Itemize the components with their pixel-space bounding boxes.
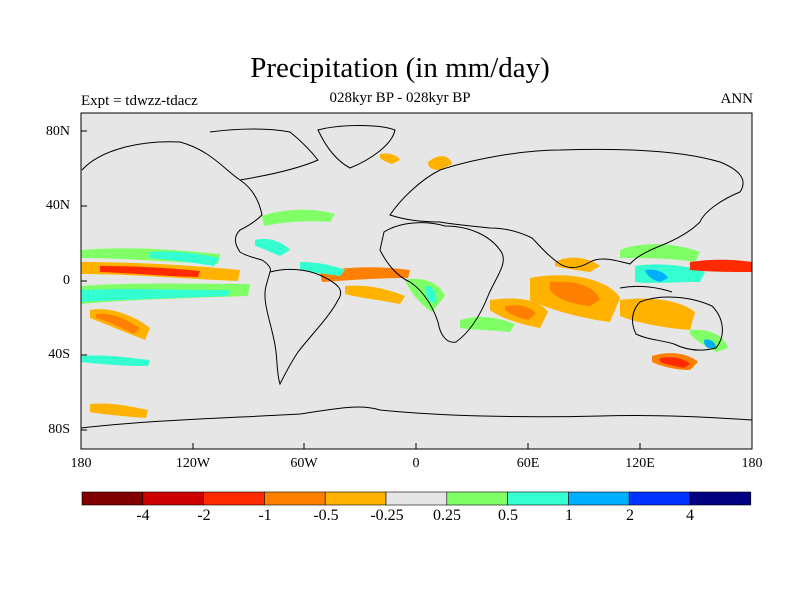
patch-tasman-red <box>660 357 690 368</box>
coast-canada <box>209 128 319 181</box>
colorbar-swatch <box>689 491 752 506</box>
lon-label-120e: 120E <box>625 456 655 471</box>
colorbar-swatch <box>628 491 691 506</box>
lon-label-60e: 60E <box>516 456 540 471</box>
colorbar-label: 2 <box>626 507 634 524</box>
colorbar-label: 1 <box>565 507 573 524</box>
patch-caribbean-cyan <box>255 238 290 256</box>
patch-io-deep <box>550 281 600 306</box>
patch-wp-green <box>620 244 700 262</box>
lat-label-80s: 80S <box>48 422 70 437</box>
season-label: ANN <box>720 91 754 107</box>
lat-label-40n: 40N <box>45 198 70 213</box>
colorbar-label: -2 <box>197 507 211 524</box>
colorbar-swatch <box>446 491 508 506</box>
colorbar-label: 0.25 <box>433 507 461 524</box>
patch-atl-eq-cyan <box>300 262 345 276</box>
lat-label-80n: 80N <box>45 124 70 139</box>
coast-indonesia <box>619 285 673 293</box>
patch-pacific-red <box>100 266 200 277</box>
colorbar-swatch <box>568 491 630 506</box>
patch-pacific-cyan-n <box>150 251 220 266</box>
lon-label-120w: 120W <box>175 456 211 471</box>
patch-wp-blue <box>645 269 668 282</box>
patch-io-sw-deep <box>505 305 536 320</box>
coast-south-america <box>264 268 342 386</box>
colorbar-swatch <box>264 491 326 506</box>
lat-label-40s: 40S <box>48 347 70 362</box>
patch-sp-deep <box>96 313 140 334</box>
lat-label-0: 0 <box>63 273 70 288</box>
coast-greenland <box>317 125 396 169</box>
patch-africa-green <box>405 278 445 312</box>
experiment-label: Expt = tdwzz-tdacz <box>81 93 198 109</box>
coast-antarctica <box>80 406 753 429</box>
patch-norway-orange <box>428 156 452 170</box>
colorbar-label: -0.25 <box>370 507 404 524</box>
colorbar-label: 0.5 <box>498 507 518 524</box>
colorbar-label: 4 <box>686 507 694 524</box>
coast-north-america <box>81 141 271 273</box>
patch-africa-s-green <box>460 317 515 332</box>
colorbar-label: -0.5 <box>313 507 339 524</box>
coastlines <box>80 125 753 429</box>
coast-eurasia <box>389 148 744 269</box>
patch-so-orange <box>90 403 148 418</box>
patch-bay-bengal-orange <box>555 257 600 272</box>
lon-label-180w: 180 <box>70 456 92 471</box>
patch-australia-orange <box>620 298 695 330</box>
colorbar <box>81 491 752 506</box>
lon-label-60w: 60W <box>290 456 318 471</box>
patch-atlantic-green <box>262 209 335 226</box>
colorbar-swatch <box>81 491 144 506</box>
patch-greenland-orange <box>380 153 400 164</box>
patch-africa-cyan <box>425 285 437 304</box>
colorbar-swatch <box>385 491 448 506</box>
patch-atl-s-orange <box>345 285 405 304</box>
patch-sp-cyan <box>81 355 150 366</box>
colorbar-swatch <box>507 491 569 506</box>
colorbar-label: -1 <box>258 507 272 524</box>
colorbar-label: -4 <box>136 507 150 524</box>
coast-australia <box>632 296 723 351</box>
anomaly-patches <box>81 153 752 418</box>
colorbar-swatch <box>203 491 265 506</box>
axis-ticks <box>81 130 641 449</box>
lon-label-0: 0 <box>412 456 420 471</box>
patch-australia-blue <box>704 339 716 348</box>
lon-label-180e: 180 <box>741 456 763 471</box>
coast-africa <box>379 222 504 343</box>
patch-wp-red <box>690 259 752 272</box>
patch-pacific-cyan-s <box>81 289 230 302</box>
plot-title: Precipitation (in mm/day) <box>250 52 550 84</box>
plot-subtitle: 028kyr BP - 028kyr BP <box>329 90 471 106</box>
colorbar-swatch <box>324 491 387 506</box>
colorbar-swatch <box>142 491 204 506</box>
